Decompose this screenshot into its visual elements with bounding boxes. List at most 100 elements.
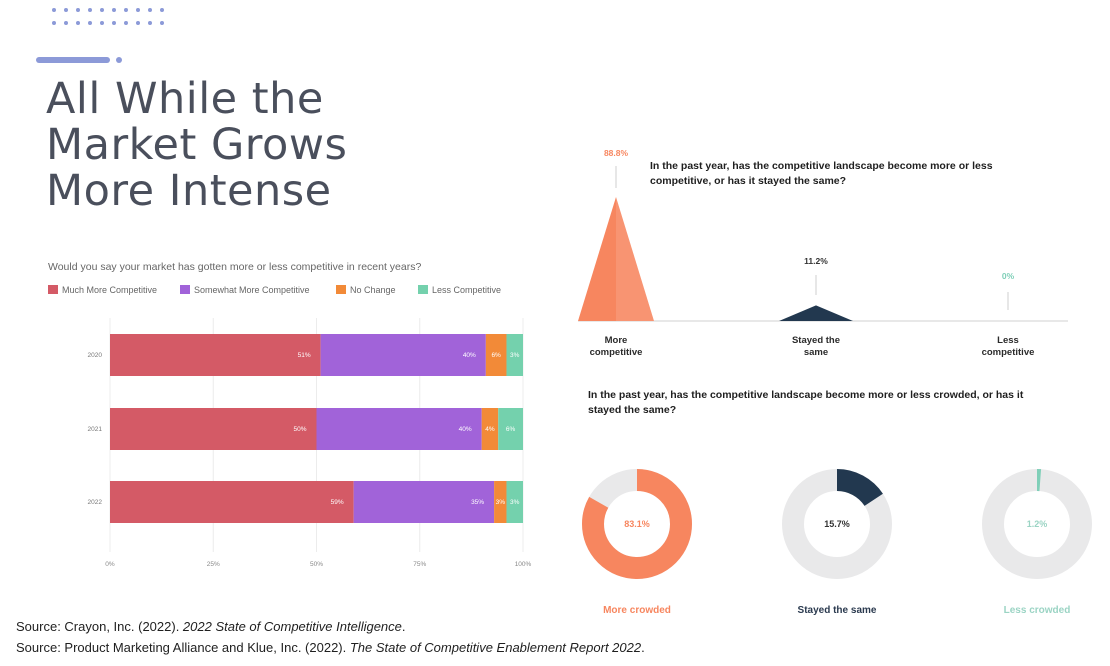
dot-grid-dot [136,8,140,12]
dot-grid-dot [100,21,104,25]
x-tick-label: 25% [207,561,220,568]
legend-label: Much More Competitive [62,285,157,295]
dot-grid-dot [112,21,116,25]
triangle-category-label: competitive [590,347,643,358]
dot-grid-dot [112,8,116,12]
donut-segment [782,469,892,579]
bar-value-label: 40% [459,426,472,433]
triangle-chart-title: In the past year, has the competitive la… [650,160,993,187]
stacked-bar-segment [481,408,499,450]
bar-value-label: 40% [463,352,476,359]
stacked-bar-segment [485,334,507,376]
dot-grid-dot [148,8,152,12]
bar-value-label: 4% [485,426,495,433]
source-line-2: Source: Product Marketing Alliance and K… [16,640,645,655]
stacked-bar-segment [320,334,486,376]
title-line-3: More Intense [46,166,332,216]
x-tick-label: 100% [515,561,532,568]
title-accent-bar [36,57,122,63]
slide-title: All While the Market Grows More Intense [46,76,466,214]
triangle-bar-shade [616,197,654,321]
legend-label: No Change [350,285,396,295]
stacked-bar-segment [110,481,354,523]
decorative-dot-grid [52,8,164,25]
y-tick-label: 2022 [88,499,103,506]
donut-category-label: Stayed the same [798,605,877,616]
legend-swatch [418,285,428,294]
x-tick-label: 0% [105,561,115,568]
stacked-bar-segment [110,334,321,376]
stacked-bar-segment [506,481,523,523]
dot-grid-dot [124,21,128,25]
triangle-value-label: 0% [1002,271,1015,281]
bar-value-label: 6% [491,352,501,359]
donut-value-label: 15.7% [824,519,850,529]
dot-grid-dot [88,8,92,12]
title-line-1: All While the [46,74,324,124]
dot-grid-dot [160,21,164,25]
stacked-bar-segment [506,334,523,376]
title-line: In the past year, has the competitive la… [588,389,1024,401]
triangle-bar [578,197,654,321]
legend-swatch [336,285,346,294]
dot-grid-dot [148,21,152,25]
triangle-category-label: Stayed the [792,335,840,346]
dot-grid-dot [136,21,140,25]
triangle-category-label: Less [997,335,1019,346]
legend-label: Somewhat More Competitive [194,285,310,295]
legend-swatch [180,285,190,294]
title-line: In the past year, has the competitive la… [650,160,993,172]
y-tick-label: 2020 [88,352,103,359]
dot-grid-dot [100,8,104,12]
stacked-bar-segment [494,481,507,523]
triangle-category-label: More [605,335,628,346]
stacked-bar-segment [316,408,482,450]
donut-value-label: 83.1% [624,519,650,529]
bar-value-label: 50% [293,426,306,433]
triangle-category-label: same [804,347,828,358]
bar-value-label: 3% [496,499,506,506]
triangle-bar [779,305,853,321]
accent-dot [116,57,122,63]
bar-value-label: 3% [510,352,520,359]
accent-pill [36,57,110,63]
sources: Source: Crayon, Inc. (2022). 2022 State … [16,616,645,658]
donut-category-label: Less crowded [1004,605,1071,616]
dot-grid-dot [124,8,128,12]
dot-grid-dot [52,21,56,25]
dot-grid-dot [160,8,164,12]
dot-grid-dot [64,8,68,12]
legend-swatch [48,285,58,294]
title-line-2: Market Grows [46,120,348,170]
title-line: competitive, or has it stayed the same? [650,175,846,187]
dot-grid-dot [76,21,80,25]
stacked-bar-segment [498,408,523,450]
donut-value-label: 1.2% [1027,519,1048,529]
donut-chart-title: In the past year, has the competitive la… [588,389,1024,416]
donut-segment [982,469,1092,579]
title-line: stayed the same? [588,404,676,416]
triangle-value-label: 88.8% [604,148,629,158]
x-tick-label: 75% [413,561,426,568]
donut-category-label: More crowded [603,605,671,616]
stacked-bar-segment [110,408,317,450]
dot-grid-dot [76,8,80,12]
donut-segment [582,469,692,579]
bar-value-label: 35% [471,499,484,506]
bar-chart-title: Would you say your market has gotten mor… [48,261,421,273]
bar-value-label: 59% [331,499,344,506]
triangle-category-label: competitive [982,347,1035,358]
bar-value-label: 51% [298,352,311,359]
bar-value-label: 6% [506,426,516,433]
bar-value-label: 3% [510,499,520,506]
source-line-1: Source: Crayon, Inc. (2022). 2022 State … [16,619,406,634]
x-tick-label: 50% [310,561,323,568]
legend-label: Less Competitive [432,285,501,295]
y-tick-label: 2021 [88,426,103,433]
dot-grid-dot [52,8,56,12]
stacked-bar-segment [353,481,495,523]
dot-grid-dot [64,21,68,25]
triangle-value-label: 11.2% [804,256,828,266]
dot-grid-dot [88,21,92,25]
